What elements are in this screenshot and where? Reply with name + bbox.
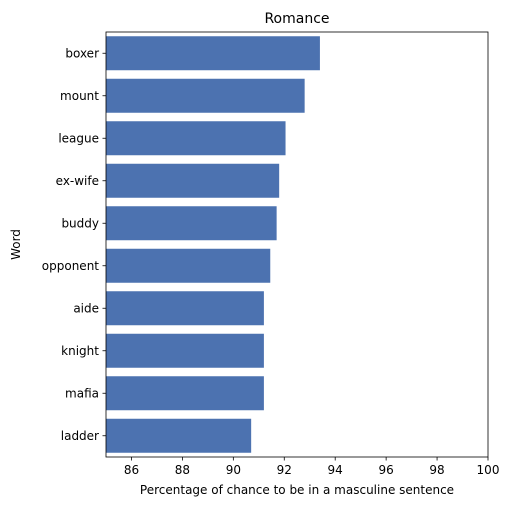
- bar-aide: [106, 291, 264, 326]
- y-tick-label: buddy: [61, 216, 99, 230]
- x-tick-label: 88: [175, 463, 190, 477]
- bar-knight: [106, 333, 264, 368]
- bar-boxer: [106, 36, 320, 71]
- chart-title: Romance: [264, 11, 329, 27]
- x-tick-label: 100: [477, 463, 500, 477]
- bar-buddy: [106, 206, 277, 241]
- bars-layer: [106, 36, 320, 453]
- y-tick-label: ladder: [61, 429, 99, 443]
- x-tick-label: 98: [429, 463, 444, 477]
- y-tick-label: mafia: [65, 386, 99, 400]
- bar-opponent: [106, 248, 271, 283]
- plot-frame: [105, 31, 489, 458]
- y-tick-label: boxer: [65, 46, 99, 60]
- x-axis-ticks: 86 88 90 92 94 96 98 100: [124, 457, 500, 477]
- x-tick-label: 92: [277, 463, 292, 477]
- y-tick-label: ex-wife: [56, 174, 99, 188]
- y-tick-label: mount: [60, 89, 99, 103]
- x-tick-label: 96: [378, 463, 393, 477]
- bar-mafia: [106, 376, 264, 411]
- y-tick-label: aide: [73, 301, 99, 315]
- x-tick-label: 86: [124, 463, 139, 477]
- y-tick-label: opponent: [42, 259, 100, 273]
- x-tick-label: 94: [328, 463, 343, 477]
- y-tick-label: knight: [61, 344, 99, 358]
- y-axis-label: Word: [9, 229, 23, 260]
- x-axis-label: Percentage of chance to be in a masculin…: [140, 483, 454, 497]
- x-tick-label: 90: [226, 463, 241, 477]
- y-tick-label: league: [58, 131, 99, 145]
- bar-ex-wife: [106, 163, 280, 198]
- bar-ladder: [106, 418, 252, 453]
- bar-league: [106, 121, 286, 156]
- y-axis-ticks: boxer mount league ex-wife buddy opponent aide…: [42, 46, 106, 443]
- bar-mount: [106, 78, 305, 113]
